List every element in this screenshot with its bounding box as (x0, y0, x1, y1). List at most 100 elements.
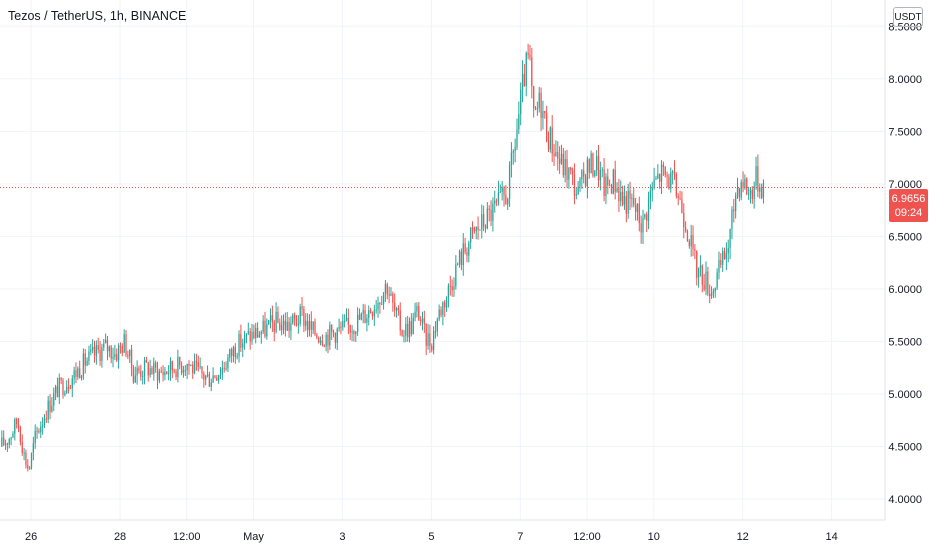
candle (449, 275, 451, 296)
candle (219, 367, 222, 380)
candle (610, 183, 613, 194)
candle (106, 336, 109, 361)
candle (75, 362, 77, 384)
candle-body (675, 174, 677, 197)
candle-body (108, 346, 110, 352)
candle (251, 323, 253, 345)
candle-body (90, 349, 92, 352)
candle (390, 287, 392, 297)
candle (3, 430, 5, 447)
candle (162, 365, 164, 382)
candle (762, 179, 765, 204)
candle (629, 181, 631, 211)
candle (145, 356, 148, 363)
candle-body (158, 371, 161, 381)
candle (507, 197, 509, 211)
candle-body (214, 375, 216, 378)
candle (234, 343, 236, 364)
candle (722, 247, 724, 272)
candle-body (308, 321, 311, 331)
candle-body (334, 333, 337, 343)
candle-body (705, 271, 707, 290)
candle-body (625, 196, 627, 214)
candle (468, 240, 470, 263)
candle (117, 343, 120, 369)
candle (247, 322, 249, 336)
candle (36, 426, 38, 439)
candle-body (725, 253, 728, 260)
candle-body (405, 323, 407, 336)
candle-body (447, 285, 450, 298)
candle (129, 349, 131, 363)
candle-body (410, 321, 413, 335)
candle (536, 101, 539, 116)
candle (431, 343, 433, 353)
x-tick-label: 10 (648, 531, 660, 543)
candle (158, 368, 161, 384)
candle-body (412, 317, 414, 335)
candle-body (155, 362, 157, 368)
candle-body (407, 323, 409, 338)
candle (612, 168, 614, 195)
candle-body (129, 349, 131, 357)
price-axis[interactable]: 4.0000 4.5000 5.0000 5.5000 6.0000 6.5000 7.00… (888, 21, 922, 506)
candle (447, 283, 450, 308)
candle-body (610, 185, 613, 194)
candle (557, 141, 559, 171)
candle (282, 314, 285, 335)
candle-body (709, 293, 711, 297)
candle-body (323, 345, 325, 347)
candle-body (232, 347, 235, 356)
candle-body (455, 264, 457, 287)
candle-body (660, 164, 663, 182)
candle (603, 158, 605, 202)
candle-body (223, 368, 225, 370)
candle-body (169, 360, 172, 374)
candle (464, 237, 466, 255)
candle-body (601, 169, 603, 171)
candle (605, 173, 607, 205)
candle (419, 316, 422, 326)
candle-body (594, 170, 596, 176)
candle-body (123, 334, 125, 353)
candle (112, 347, 114, 368)
candle (757, 154, 759, 198)
candle (66, 380, 68, 394)
candle (688, 239, 690, 249)
candle-body (536, 108, 539, 110)
candle-body (427, 333, 429, 346)
candle-body (69, 388, 72, 390)
currency-button[interactable]: USDT (893, 7, 923, 27)
time-axis[interactable]: 26 28 12:00 May 3 5 7 12:00 10 12 14 (25, 531, 838, 543)
candle (640, 215, 642, 244)
candle (290, 316, 292, 340)
candle (568, 166, 570, 189)
candle (338, 318, 340, 332)
candle-body (36, 430, 38, 432)
candle (334, 332, 337, 349)
candle-body (218, 375, 220, 381)
candle (369, 307, 372, 314)
candle-body (586, 159, 589, 187)
candle-body (473, 227, 476, 232)
candle-body (229, 349, 231, 358)
candle (123, 329, 125, 354)
x-tick-label: 28 (114, 531, 126, 543)
candle-body (673, 171, 676, 175)
candle (531, 47, 533, 99)
candle-body (584, 176, 587, 187)
candle (142, 370, 144, 385)
candle (351, 325, 353, 342)
candle-body (605, 176, 607, 197)
candle (710, 286, 713, 299)
candle (429, 324, 431, 353)
candle (8, 437, 10, 449)
candle-body (282, 320, 285, 326)
candle-body (395, 308, 398, 311)
candle (445, 296, 448, 312)
candle-body (651, 187, 653, 191)
candle (416, 302, 418, 318)
candle (753, 181, 755, 209)
candle (179, 356, 181, 370)
